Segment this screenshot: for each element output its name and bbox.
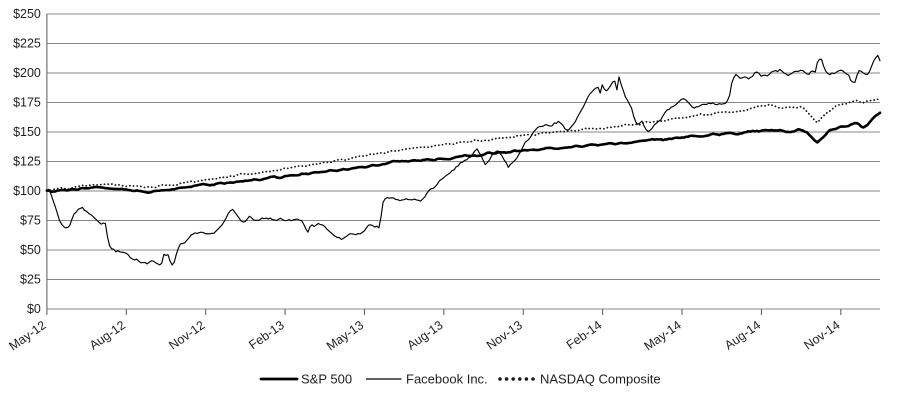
svg-text:$225: $225 [13, 37, 41, 51]
svg-text:$25: $25 [20, 273, 41, 287]
svg-text:$75: $75 [20, 214, 41, 228]
svg-text:$0: $0 [27, 302, 41, 316]
svg-text:Facebook Inc.: Facebook Inc. [406, 372, 488, 387]
svg-text:$175: $175 [13, 96, 41, 110]
svg-text:$150: $150 [13, 125, 41, 139]
svg-text:$200: $200 [13, 66, 41, 80]
svg-text:$250: $250 [13, 7, 41, 21]
svg-text:$50: $50 [20, 243, 41, 257]
svg-text:NASDAQ Composite: NASDAQ Composite [540, 372, 661, 387]
svg-text:$125: $125 [13, 155, 41, 169]
svg-text:S&P 500: S&P 500 [301, 372, 352, 387]
svg-text:$100: $100 [13, 184, 41, 198]
